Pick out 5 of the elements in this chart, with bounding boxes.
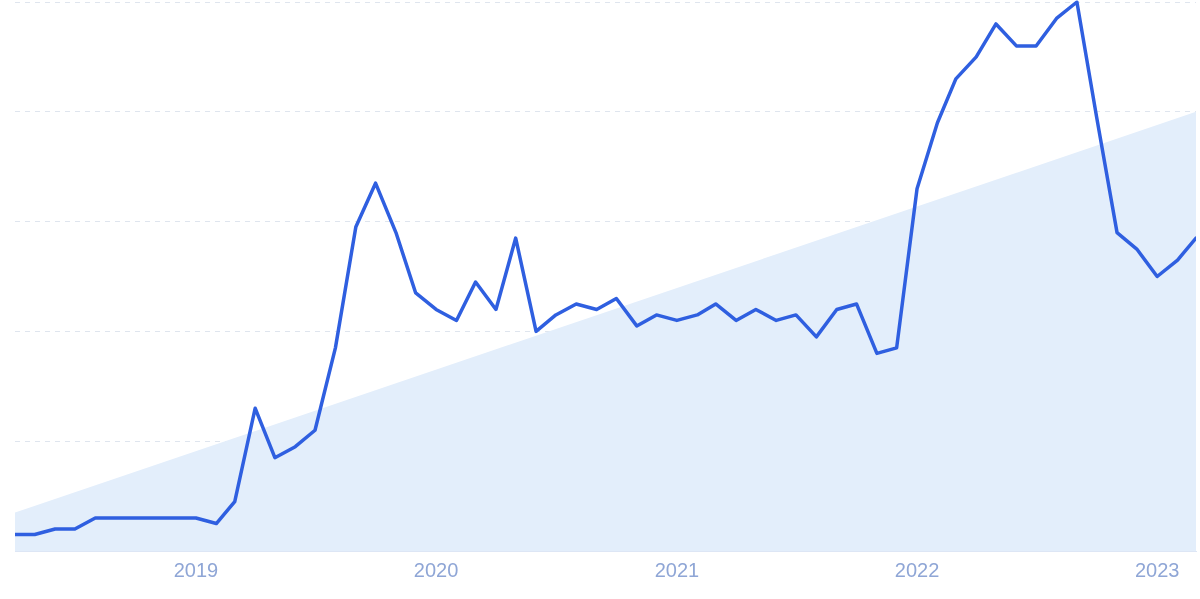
x-tick-label: 2019 [173,558,219,581]
x-tick-label: 2021 [654,558,700,581]
x-tick-label: 2022 [894,558,940,581]
x-tick-label: 2023 [1134,558,1180,581]
x-tick-label: 2020 [413,558,459,581]
